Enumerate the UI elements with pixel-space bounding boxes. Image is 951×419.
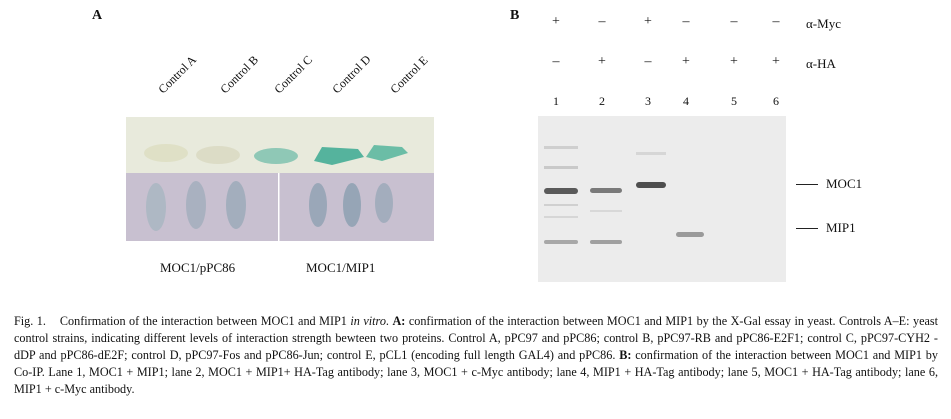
- control-label-c: Control C: [271, 52, 316, 97]
- caption-a-text: confirmation of the interaction between …: [14, 314, 939, 362]
- lane-number-2: 2: [599, 94, 605, 108]
- myc-sign-lane-2: –: [598, 14, 606, 29]
- row-label-moc1-ppc86: MOC1/pPC86: [160, 260, 236, 275]
- myc-sign-lane-1: +: [552, 14, 560, 29]
- caption-title-post: .: [385, 314, 389, 328]
- myc-sign-lane-3: +: [644, 14, 652, 29]
- mip1-marker-label: MIP1: [826, 220, 856, 235]
- caption-title-pre: Confirmation of the interaction between …: [59, 314, 351, 328]
- ha-sign-lane-1: –: [552, 54, 560, 69]
- control-label-b: Control B: [217, 52, 262, 97]
- caption-title-italic: in vitro: [350, 314, 386, 328]
- myc-sign-lane-4: –: [682, 14, 690, 29]
- lane-number-4: 4: [683, 94, 689, 108]
- panel-a-label: A: [92, 8, 103, 23]
- control-label-a: Control A: [155, 52, 200, 97]
- ha-sign-lane-5: +: [730, 54, 738, 69]
- caption-b-text: confirmation of the interaction between …: [14, 348, 938, 396]
- myc-sign-lane-5: –: [730, 14, 738, 29]
- panel-b-label: B: [510, 8, 520, 23]
- xgal-plate-image: [126, 117, 434, 241]
- control-label-e: Control E: [387, 53, 431, 97]
- moc1-marker-label: MOC1: [826, 176, 863, 191]
- moc1-marker-line: [796, 184, 818, 185]
- ha-sign-lane-4: +: [682, 54, 690, 69]
- coip-blot-image: [538, 116, 786, 282]
- control-label-d: Control D: [329, 52, 374, 97]
- ha-sign-lane-3: –: [644, 54, 652, 69]
- caption-fig-number: Fig. 1.: [14, 314, 46, 328]
- antibody-label-myc: α-Myc: [806, 16, 841, 31]
- caption-b-label: B:: [619, 348, 632, 362]
- lane-number-5: 5: [731, 94, 737, 108]
- row-label-moc1-mip1: MOC1/MIP1: [306, 260, 376, 275]
- ha-sign-lane-2: +: [598, 54, 606, 69]
- lane-number-6: 6: [773, 94, 779, 108]
- myc-sign-lane-6: –: [772, 14, 780, 29]
- lane-number-3: 3: [645, 94, 651, 108]
- antibody-label-ha: α-HA: [806, 56, 836, 71]
- caption-a-label: A:: [392, 314, 406, 328]
- ha-sign-lane-6: +: [772, 54, 780, 69]
- figure-caption: Fig. 1. Confirmation of the interaction …: [14, 313, 938, 398]
- mip1-marker-line: [796, 228, 818, 229]
- lane-number-1: 1: [553, 94, 559, 108]
